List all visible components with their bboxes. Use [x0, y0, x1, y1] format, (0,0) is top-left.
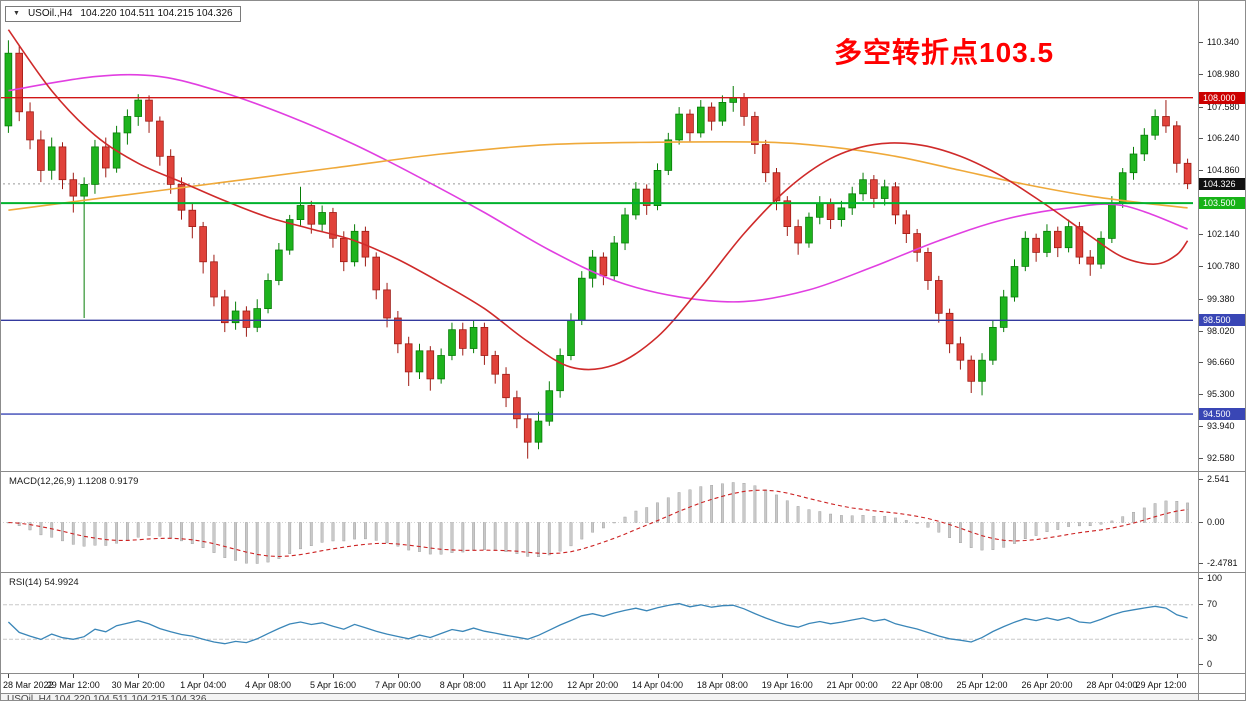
rsi-panel[interactable] — [1, 573, 1197, 673]
time-axis-tick — [1047, 674, 1048, 678]
time-axis-tick — [203, 674, 205, 678]
panel-separator[interactable] — [1, 471, 1245, 472]
time-axis-tick — [138, 674, 140, 678]
price-line-badge: 108.000 — [1199, 91, 1245, 104]
time-axis-tick — [1111, 674, 1113, 678]
chart-dropdown-icon: ▼ — [13, 10, 20, 17]
time-axis-tick — [397, 674, 399, 678]
symbol-label: USOil.,H4 — [27, 8, 73, 19]
macd-histogram — [6, 482, 1190, 564]
price-axis-label: 100.780 — [1199, 261, 1245, 271]
time-axis-label: 25 Apr 12:00 — [956, 680, 1008, 690]
price-axis-label: 2.541 — [1199, 474, 1245, 484]
annotation-text: 多空转折点103.5 — [834, 37, 1055, 68]
time-axis-label: 12 Apr 20:00 — [567, 680, 619, 690]
symbol-ohlc-chip[interactable]: ▼ USOil.,H4 104.220 104.511 104.215 104.… — [5, 6, 241, 22]
time-axis-tick — [333, 674, 334, 678]
macd-signal-line — [8, 489, 1188, 558]
price-axis-label: 110.340 — [1199, 37, 1245, 47]
price-axis-label: 96.660 — [1199, 357, 1245, 367]
price-axis-label: 30 — [1199, 633, 1245, 643]
time-axis-label: 28 Mar 2022 — [3, 680, 54, 690]
panel-separator[interactable] — [1, 572, 1245, 573]
time-axis-label: 11 Apr 12:00 — [502, 680, 553, 690]
time-axis[interactable]: 28 Mar 2022 29 Mar 12:00 30 Mar 20:00 1 Apr… — [1, 674, 1197, 693]
price-axis-label: 108.980 — [1199, 69, 1245, 79]
price-axis-label: 0.00 — [1199, 517, 1245, 527]
time-axis-label: 1 Apr 04:00 — [180, 680, 227, 690]
macd-panel[interactable] — [1, 472, 1197, 572]
time-axis-label: 28 Apr 04:00 — [1086, 680, 1138, 690]
time-axis-tick — [462, 674, 464, 678]
price-axis-label: 93.940 — [1199, 421, 1245, 431]
ma-lines-layer — [7, 29, 1189, 371]
macd-label: MACD(12,26,9) 1.1208 0.9179 — [9, 476, 139, 487]
time-axis-tick — [1176, 674, 1178, 678]
ma-red — [7, 29, 1189, 371]
time-axis-label: 14 Apr 04:00 — [631, 680, 684, 690]
price-axis[interactable]: 108.000 103.500 98.500 94.500 104.326 110.340… — [1198, 1, 1245, 700]
time-axis-label: 7 Apr 00:00 — [374, 680, 421, 690]
ohlc-values: 104.220 104.511 104.215 104.326 — [80, 8, 233, 19]
price-axis-label: -2.4781 — [1199, 558, 1245, 568]
time-axis-label: 26 Apr 20:00 — [1021, 680, 1073, 690]
price-line-badge: 98.500 — [1199, 314, 1245, 327]
time-axis-tick — [527, 674, 529, 678]
price-axis-label: 106.240 — [1199, 133, 1245, 143]
time-axis-tick — [722, 674, 724, 678]
candles-layer — [4, 40, 1192, 459]
price-axis-label: 100 — [1199, 573, 1245, 583]
price-axis-label: 0 — [1199, 659, 1245, 669]
price-axis-label: 107.580 — [1199, 102, 1245, 112]
time-axis-label: 29 Apr 12:00 — [1135, 680, 1187, 690]
ma-orange — [8, 141, 1188, 211]
time-axis-label: 30 Mar 20:00 — [111, 680, 165, 690]
rsi-line — [7, 602, 1188, 645]
panel-separator — [1, 693, 1245, 694]
price-axis-label: 92.580 — [1199, 453, 1245, 463]
time-axis-tick — [917, 674, 919, 678]
time-axis-tick — [982, 674, 983, 678]
time-axis-tick — [787, 674, 789, 678]
time-axis-tick — [8, 674, 10, 678]
price-line-badge: 103.500 — [1199, 197, 1245, 210]
time-axis-tick — [657, 674, 659, 678]
time-axis-tick — [592, 674, 594, 678]
price-axis-label: 104.860 — [1199, 165, 1245, 175]
time-axis-label: 22 Apr 08:00 — [891, 680, 943, 690]
price-axis-label: 102.140 — [1199, 229, 1245, 239]
main-chart[interactable] — [1, 1, 1197, 471]
price-axis-label: 70 — [1199, 599, 1245, 609]
price-line-badge: 104.326 — [1199, 177, 1245, 190]
price-axis-label: 95.300 — [1199, 389, 1245, 399]
bottom-strip-text: USOil.,H4 104.220 104.511 104.215 104.32… — [7, 694, 207, 701]
panel-separator — [1, 673, 1245, 674]
time-axis-label: 21 Apr 00:00 — [826, 680, 878, 690]
time-axis-tick — [852, 674, 854, 678]
time-axis-tick — [268, 674, 269, 678]
time-axis-label: 18 Apr 08:00 — [696, 680, 748, 690]
time-axis-label: 8 Apr 08:00 — [439, 680, 486, 690]
bottom-strip: USOil.,H4 104.220 104.511 104.215 104.32… — [1, 694, 1245, 701]
time-axis-label: 4 Apr 08:00 — [244, 680, 292, 690]
time-axis-tick — [73, 674, 75, 678]
time-axis-label: 19 Apr 16:00 — [761, 680, 813, 690]
price-axis-label: 98.020 — [1199, 326, 1245, 336]
ma-magenta — [8, 73, 1188, 303]
hlines-layer — [1, 97, 1193, 415]
time-axis-label: 29 Mar 12:00 — [46, 680, 100, 690]
time-axis-label: 5 Apr 16:00 — [309, 680, 357, 690]
price-axis-label: 99.380 — [1199, 294, 1245, 304]
rsi-label: RSI(14) 54.9924 — [9, 577, 79, 588]
price-line-badge: 94.500 — [1199, 408, 1245, 421]
